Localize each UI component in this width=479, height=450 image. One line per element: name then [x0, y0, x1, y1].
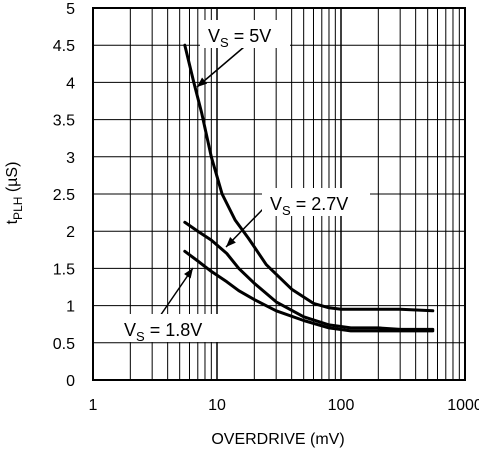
y-tick-label: 0 — [66, 373, 75, 390]
series-label-rest: = 1.8V — [145, 320, 203, 340]
series-line-2 — [183, 220, 435, 331]
y-axis-title-suffix: (µS) — [4, 162, 21, 197]
series-line-3 — [183, 249, 435, 333]
series-layer — [183, 43, 435, 333]
tick-labels: 0 0.5 1 1.5 2 2.5 3 3.5 4 4.5 5 1 10 100 1000 — [53, 1, 479, 414]
series-label-sub: S — [136, 329, 145, 344]
y-tick-label: 0.5 — [53, 336, 75, 353]
series-label-main: V — [124, 320, 136, 340]
series-label-sub: S — [220, 35, 229, 50]
x-tick-label: 1000 — [447, 397, 479, 414]
y-axis-title-sub: PLH — [11, 197, 25, 220]
y-tick-label: 2.5 — [53, 187, 75, 204]
annotation-bg — [200, 20, 290, 48]
y-tick-label: 4 — [66, 75, 75, 92]
x-tick-label: 100 — [328, 397, 355, 414]
y-tick-label: 3.5 — [53, 113, 75, 130]
series-label-3: VS = 1.8V — [124, 320, 202, 344]
y-tick-label: 2 — [66, 224, 75, 241]
annotation-arrowhead — [197, 77, 208, 87]
series-label-main: V — [270, 194, 282, 214]
series-label-main: V — [208, 26, 220, 46]
plot-frame — [92, 7, 466, 381]
y-tick-label: 1 — [66, 299, 75, 316]
series-label-1: VS = 5V — [208, 26, 271, 50]
y-tick-label: 3 — [66, 150, 75, 167]
annotation-arrowhead — [184, 268, 193, 279]
annotation-bg — [116, 314, 218, 342]
x-tick-label: 10 — [208, 397, 226, 414]
y-axis-title: tPLH (µS) — [4, 162, 25, 225]
annotation-arrowhead — [226, 237, 236, 247]
series-line-1 — [183, 43, 435, 313]
y-axis-title-main: t — [4, 219, 21, 224]
series-label-2: VS = 2.7V — [270, 194, 348, 218]
series-label-rest: = 2.7V — [291, 194, 349, 214]
x-tick-label: 1 — [89, 397, 98, 414]
x-axis-title: OVERDRIVE (mV) — [211, 431, 344, 448]
annotation-leader-line — [196, 46, 245, 88]
y-tick-label: 5 — [66, 1, 75, 18]
series-label-rest: = 5V — [229, 26, 272, 46]
series-label-sub: S — [282, 203, 291, 218]
y-tick-label: 4.5 — [53, 38, 75, 55]
y-tick-label: 1.5 — [53, 261, 75, 278]
annotation-bg — [262, 188, 370, 216]
